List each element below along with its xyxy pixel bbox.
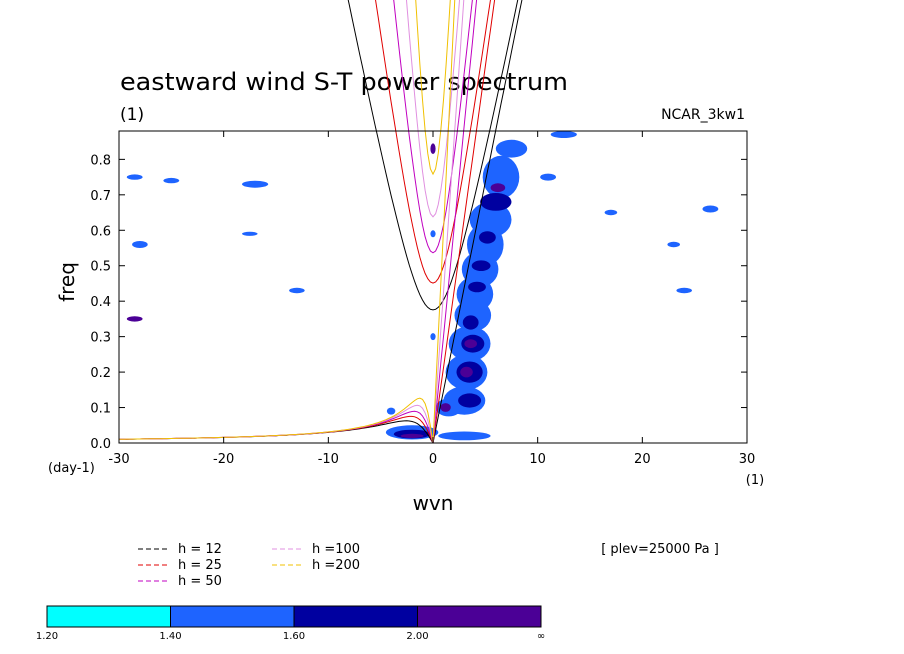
colorbar-label: 1.60 — [283, 631, 305, 642]
rossby-curve — [118, 420, 434, 444]
colorbar-segment — [170, 605, 295, 628]
y-tick-label: 0.2 — [90, 366, 111, 381]
colorbar: 1.20 1.40 1.60 2.00 ∞ — [36, 605, 545, 642]
power-region — [540, 173, 556, 181]
x-axis-ticks: -30 -20 -10 0 10 20 30 — [108, 131, 755, 467]
ig-curve — [393, 0, 473, 254]
power-region — [163, 177, 180, 184]
y-tick-label: 0.4 — [90, 295, 111, 310]
colorbar-segment — [293, 605, 418, 628]
power-region — [462, 315, 479, 330]
power-region — [495, 139, 528, 158]
chart-title: eastward wind S-T power spectrum — [120, 68, 568, 96]
legend-label: h =100 — [312, 542, 360, 557]
power-region — [289, 287, 305, 294]
legend-label: h = 12 — [178, 542, 222, 557]
power-region — [126, 316, 143, 322]
kelvin-curve — [432, 0, 523, 444]
x-tick-label: -10 — [318, 452, 339, 467]
power-region — [464, 339, 478, 349]
colorbar-label: 1.40 — [159, 631, 181, 642]
y-tick-label: 0.6 — [90, 224, 111, 239]
power-region — [430, 333, 436, 341]
x-axis-label: wvn — [413, 491, 454, 515]
y-tick-label: 0.7 — [90, 189, 111, 204]
power-region — [676, 287, 692, 294]
x-axis-unit: (1) — [746, 473, 764, 488]
power-region — [550, 131, 577, 138]
x-tick-label: 0 — [429, 452, 437, 467]
x-tick-label: -30 — [108, 452, 129, 467]
power-region — [242, 231, 258, 236]
x-tick-label: -20 — [213, 452, 234, 467]
power-region — [126, 174, 143, 180]
power-region — [468, 281, 486, 293]
power-region — [400, 433, 424, 438]
chart-subtitle-right: NCAR_3kw1 — [661, 107, 745, 123]
y-tick-label: 0.5 — [90, 260, 111, 275]
y-axis-ticks: 0.0 0.1 0.2 0.3 0.4 0.5 0.6 0.7 0.8 — [90, 153, 747, 452]
power-region — [430, 230, 436, 238]
colorbar-label: 2.00 — [406, 631, 428, 642]
x-tick-label: 10 — [529, 452, 546, 467]
power-region — [480, 193, 512, 211]
power-region — [386, 407, 396, 415]
power-region — [667, 241, 680, 248]
y-tick-label: 0.3 — [90, 331, 111, 346]
y-axis-label: freq — [55, 262, 79, 302]
rossby-curve — [119, 397, 434, 444]
dispersion-curves — [118, 0, 523, 444]
ig-curve — [347, 0, 519, 311]
y-tick-label: 0.8 — [90, 153, 111, 168]
ig-curve — [375, 0, 491, 284]
plot-frame — [118, 130, 748, 444]
power-region — [490, 183, 506, 193]
power-region — [604, 209, 618, 216]
legend-label: h = 50 — [178, 574, 222, 589]
y-axis-unit: (day-1) — [48, 461, 95, 476]
power-region — [702, 205, 719, 213]
power-contours — [126, 131, 719, 441]
y-tick-label: 0.0 — [90, 437, 111, 452]
power-region — [242, 180, 269, 188]
power-region — [440, 403, 451, 412]
y-tick-label: 0.1 — [90, 402, 111, 417]
power-region — [471, 260, 491, 272]
power-region — [482, 155, 520, 199]
power-region — [458, 393, 482, 408]
legend-label: h = 25 — [178, 558, 222, 573]
colorbar-label: ∞ — [537, 631, 545, 642]
plev-annotation: [ plev=25000 Pa ] — [601, 542, 719, 557]
ig-curve — [405, 0, 461, 218]
x-tick-label: 30 — [739, 452, 756, 467]
colorbar-label: 1.20 — [36, 631, 58, 642]
power-region — [430, 143, 436, 154]
chart-subtitle-left: (1) — [120, 105, 144, 125]
power-region — [438, 431, 491, 441]
x-tick-label: 20 — [634, 452, 651, 467]
kelvin-curve — [432, 0, 496, 444]
colorbar-segment — [46, 605, 171, 628]
power-region — [479, 231, 496, 244]
ig-curve — [415, 0, 451, 176]
legend-label: h =200 — [312, 558, 360, 573]
power-region — [132, 241, 148, 248]
colorbar-segment — [417, 605, 542, 628]
power-region — [460, 366, 473, 378]
